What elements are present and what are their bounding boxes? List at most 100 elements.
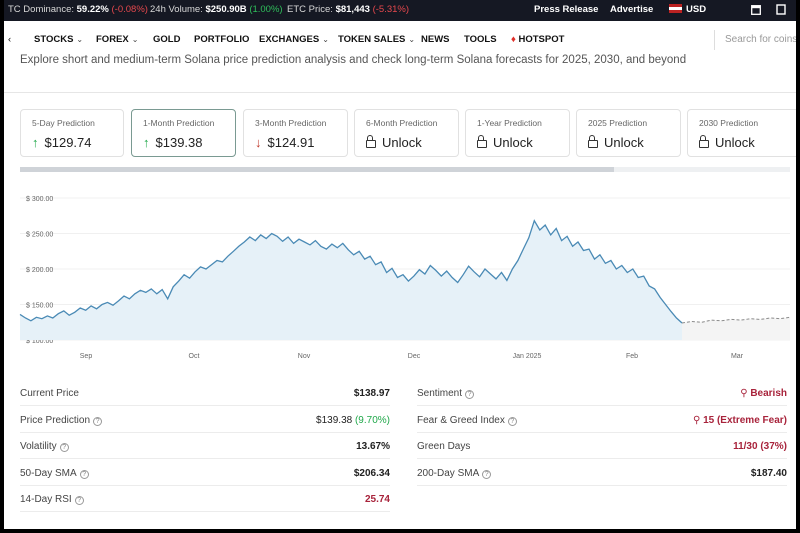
nav-more-chevron-icon[interactable]: ‹ [8, 34, 12, 45]
fire-icon: ♦ [511, 34, 516, 45]
chevron-down-icon: ⌄ [131, 35, 139, 44]
stat-row: Volatility? 13.67% [20, 434, 390, 459]
user-icon[interactable] [776, 4, 786, 18]
nav-item-label: TOKEN SALES [338, 34, 406, 45]
nav-item-portfolio[interactable]: PORTFOLIO [194, 34, 250, 45]
y-tick-label: $ 100.00 [26, 338, 53, 345]
arrow-up-icon: ↑ [32, 135, 39, 150]
nav-item-label: STOCKS [34, 34, 74, 45]
help-icon[interactable]: ? [465, 390, 475, 399]
stat-label: Sentiment? [417, 388, 475, 399]
page: TC Dominance: 59.22% (-0.08%) 24h Volume… [4, 0, 796, 529]
prediction-card-1-month[interactable]: 1-Month Prediction ↑ $139.38 [131, 109, 236, 157]
help-icon[interactable]: ? [482, 469, 492, 479]
card-label: 2030 Prediction [699, 118, 759, 128]
help-icon[interactable]: ? [79, 469, 89, 479]
y-tick-label: $ 200.00 [26, 267, 53, 274]
y-tick-label: $ 250.00 [26, 232, 53, 239]
prediction-card-2030[interactable]: 2030 Prediction Unlock [687, 109, 796, 157]
card-value-row: Unlock [588, 135, 644, 150]
prediction-card-2025[interactable]: 2025 Prediction Unlock [576, 109, 681, 157]
stat-value: ⚲ 15 (Extreme Fear) [693, 415, 787, 426]
stat-row: Sentiment? ⚲ Bearish [417, 381, 787, 406]
nav-item-stocks[interactable]: STOCKS ⌄ [34, 34, 83, 45]
stat-label: Current Price [20, 388, 79, 399]
nav-item-label: FOREX [96, 34, 129, 45]
chevron-down-icon: ⌄ [76, 35, 84, 44]
stat-value: 11/30 (37%) [733, 441, 787, 452]
eth-price-label: ETC Price: [287, 4, 333, 15]
intro-text: Explore short and medium-term Solana pri… [20, 54, 687, 66]
card-value: Unlock [493, 135, 533, 150]
chevron-down-icon: ⌄ [322, 35, 329, 44]
card-value-row: Unlock [366, 135, 422, 150]
calendar-icon[interactable] [751, 4, 761, 18]
card-value: $139.38 [155, 135, 203, 150]
nav-item-tools[interactable]: TOOLS [464, 34, 497, 45]
prediction-card-1-year[interactable]: 1-Year Prediction Unlock [465, 109, 570, 157]
help-icon[interactable]: ? [93, 416, 103, 426]
dominance-label: TC Dominance: [8, 4, 74, 15]
price-area-fill [20, 220, 682, 340]
x-tick-label: Feb [626, 353, 638, 360]
stat-label: Fear & Greed Index? [417, 415, 517, 426]
stat-row: Fear & Greed Index? ⚲ 15 (Extreme Fear) [417, 408, 787, 433]
stat-label-text: Green Days [417, 441, 471, 452]
nav-item-gold[interactable]: GOLD [153, 34, 181, 45]
stat-row: Green Days 11/30 (37%) [417, 434, 787, 459]
stat-value-text: $139.38 [316, 414, 353, 426]
stat-label-text: Price Prediction [20, 414, 91, 426]
press-release-link[interactable]: Press Release [534, 4, 599, 15]
lock-icon [588, 135, 598, 148]
arrow-down-icon: ↓ [255, 135, 262, 150]
link-icon: ⚲ [692, 414, 704, 426]
stat-label: Green Days [417, 441, 470, 452]
nav-item-exchanges[interactable]: EXCHANGES ⌄ [259, 34, 329, 45]
volume-label: 24h Volume: [150, 4, 203, 15]
lock-icon [477, 135, 487, 148]
lock-icon [366, 135, 376, 148]
price-chart: $ 100.00 $ 150.00 $ 200.00 $ 250.00 $ 300.00… [19, 196, 791, 360]
card-label: 6-Month Prediction [366, 118, 438, 128]
help-icon[interactable]: ? [507, 416, 517, 426]
cards-scrollbar[interactable] [20, 167, 790, 172]
currency-selector[interactable]: USD [669, 4, 706, 15]
nav-item-token-sales[interactable]: TOKEN SALES ⌄ [338, 34, 415, 45]
stat-value-text: 25.74 [364, 494, 390, 505]
stat-value: $138.97 [354, 388, 390, 399]
stat-label-text: 14-Day RSI [20, 494, 72, 505]
prediction-card-3-month[interactable]: 3-Month Prediction ↓ $124.91 [243, 109, 348, 157]
chevron-down-icon: ⌄ [408, 35, 416, 44]
currency-label: USD [686, 4, 707, 15]
stat-value-text: $187.40 [750, 467, 787, 479]
stat-value-text: $138.97 [353, 388, 390, 399]
stat-value: 13.67% [356, 441, 390, 452]
y-tick-label: $ 150.00 [26, 303, 53, 310]
forecast-area-fill [682, 317, 790, 340]
help-icon[interactable]: ? [74, 496, 84, 505]
main-nav: ‹ STOCKS ⌄ FOREX ⌄ GOLD PORTFOLIO EXCHANGE… [4, 28, 796, 52]
prediction-card-6-month[interactable]: 6-Month Prediction Unlock [354, 109, 459, 157]
x-tick-label: Dec [408, 353, 421, 360]
dark-mode-icon[interactable] [724, 3, 734, 18]
x-tick-label: Nov [298, 353, 311, 360]
prediction-card-5-day[interactable]: 5-Day Prediction ↑ $129.74 [20, 109, 124, 157]
volume-change: (1.00%) [249, 4, 283, 15]
stat-value-text: Bearish [750, 388, 787, 399]
stat-label-text: Current Price [20, 388, 79, 399]
search-input[interactable]: Search for coins [714, 30, 796, 50]
stat-row: 50-Day SMA? $206.34 [20, 461, 390, 486]
forecast-line [681, 316, 791, 324]
nav-item-news[interactable]: NEWS [421, 34, 450, 45]
scrollbar-thumb[interactable] [20, 167, 614, 172]
stat-label: 200-Day SMA? [417, 467, 492, 479]
stat-label-text: 200-Day SMA [417, 467, 480, 479]
nav-item-forex[interactable]: FOREX ⌄ [96, 34, 138, 45]
advertise-link[interactable]: Advertise [610, 4, 654, 15]
help-icon[interactable]: ? [59, 443, 69, 452]
stat-label: 50-Day SMA? [20, 468, 89, 479]
stat-label-text: Fear & Greed Index [417, 414, 505, 426]
stat-label: Price Prediction? [20, 414, 103, 426]
chart-y-axis: $ 100.00 $ 150.00 $ 200.00 $ 250.00 $ 300.00 [26, 196, 53, 345]
nav-item-hotspot[interactable]: ♦ HOTSPOT [511, 34, 564, 45]
